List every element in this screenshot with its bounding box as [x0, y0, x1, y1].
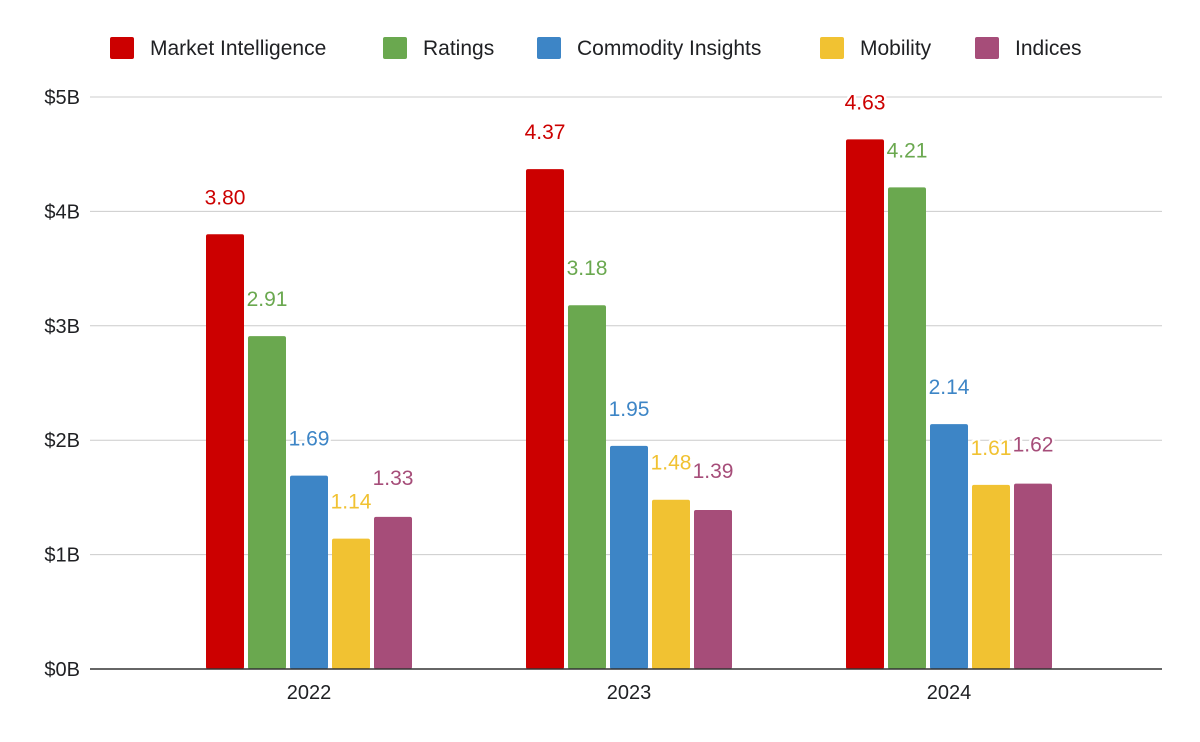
x-tick-label-2024: 2024 [927, 682, 972, 704]
x-tick-label-2023: 2023 [607, 682, 652, 704]
bar-commodity-insights-2024[interactable] [930, 424, 968, 669]
bar-commodity-insights-2022[interactable] [290, 475, 328, 669]
legend-item-ratings[interactable]: Ratings [383, 37, 494, 60]
bars [206, 139, 1052, 669]
legend-item-market-intelligence[interactable]: Market Intelligence [110, 37, 326, 60]
data-labels: 3.80 2.91 1.69 1.141.33 4.37 3.18 1.95 1.48 1.39… [202, 89, 1056, 516]
x-tick-label-2022: 2022 [287, 682, 332, 704]
bar-indices-2022[interactable] [374, 516, 412, 669]
data-label-ratings-2023: 3.18 [567, 257, 608, 280]
legend-label-mobility: Mobility [860, 37, 932, 60]
data-label-mobility-2022: 1.14 [331, 491, 372, 514]
legend-swatch-commodity-insights [537, 37, 561, 59]
bar-ratings-2023[interactable] [568, 305, 606, 669]
data-label-commodity-insights-2023: 1.95 [609, 398, 650, 421]
data-label-indices-2023: 1.39 [693, 460, 734, 483]
bar-market-intelligence-2022[interactable] [206, 234, 244, 669]
bar-indices-2024[interactable] [1014, 483, 1052, 669]
bar-commodity-insights-2023[interactable] [610, 445, 648, 669]
legend-swatch-ratings [383, 37, 407, 59]
bar-mobility-2024[interactable] [972, 484, 1010, 669]
legend: Market Intelligence Ratings Commodity Insi… [110, 37, 1082, 60]
y-tick-label-3b: $3B [44, 316, 80, 338]
data-label-ratings-2022: 2.91 [247, 288, 288, 311]
data-label-indices-2024: 1.62 [1013, 434, 1054, 457]
bar-indices-2023[interactable] [694, 509, 732, 669]
data-label-market-intelligence-2024: 4.63 [845, 91, 886, 114]
legend-label-market-intelligence: Market Intelligence [150, 37, 326, 60]
data-label-market-intelligence-2023: 4.37 [525, 121, 566, 144]
y-tick-label-2b: $2B [44, 430, 80, 452]
y-axis: $0B $1B $2B $3B $4B $5B [44, 87, 80, 681]
legend-swatch-market-intelligence [110, 37, 134, 59]
legend-swatch-mobility [820, 37, 844, 59]
x-axis: 2022 2023 2024 [90, 668, 1162, 704]
bar-ratings-2022[interactable] [248, 336, 286, 669]
data-label-ratings-2024: 4.21 [887, 139, 928, 162]
legend-item-mobility[interactable]: Mobility [820, 37, 932, 60]
y-tick-label-0b: $0B [44, 659, 80, 681]
legend-label-commodity-insights: Commodity Insights [577, 37, 761, 60]
data-label-indices-2022: 1.33 [373, 467, 414, 490]
y-tick-label-4b: $4B [44, 201, 80, 223]
bar-ratings-2024[interactable] [888, 187, 926, 669]
data-label-mobility-2023: 1.48 [651, 452, 692, 475]
legend-item-commodity-insights[interactable]: Commodity Insights [537, 37, 761, 60]
data-label-market-intelligence-2022: 3.80 [205, 186, 246, 209]
legend-item-indices[interactable]: Indices [975, 37, 1082, 60]
y-tick-label-1b: $1B [44, 545, 80, 567]
legend-label-indices: Indices [1015, 37, 1082, 60]
data-label-commodity-insights-2024: 2.14 [929, 376, 970, 399]
bar-market-intelligence-2024[interactable] [846, 139, 884, 669]
bar-mobility-2022[interactable] [332, 538, 370, 669]
bar-mobility-2023[interactable] [652, 499, 690, 669]
legend-label-ratings: Ratings [423, 37, 494, 60]
data-label-commodity-insights-2022: 1.69 [289, 428, 330, 451]
data-label-mobility-2024: 1.61 [971, 437, 1012, 460]
legend-swatch-indices [975, 37, 999, 59]
bar-market-intelligence-2023[interactable] [526, 169, 564, 669]
y-tick-label-5b: $5B [44, 87, 80, 109]
